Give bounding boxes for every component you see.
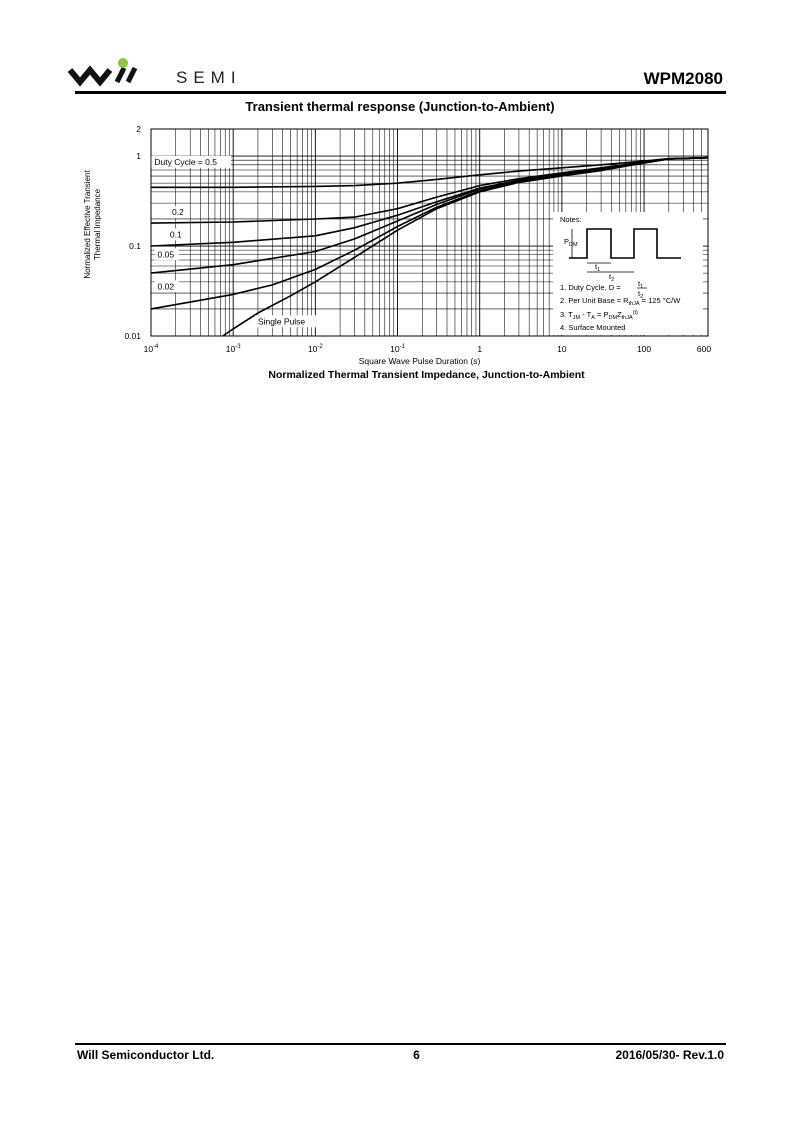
chart-curves (150, 156, 709, 337)
footer-company: Will Semiconductor Ltd. (77, 1048, 215, 1062)
note-2: 2. Per Unit Base = RthJA = 125 °C/W (560, 296, 681, 307)
company-logo: SEMI (66, 56, 256, 90)
series-curve-5 (222, 156, 709, 337)
y-axis-label-line-1: Normalized Effective Transient (83, 170, 92, 279)
y-tick-label: 0.1 (129, 241, 141, 251)
t1-label: t1 (595, 262, 600, 273)
part-number: WPM2080 (643, 69, 723, 88)
series-label: 0.2 (172, 207, 184, 217)
y-axis-label: Normalized Effective Transient Thermal I… (83, 170, 102, 279)
t2-label: t2 (609, 272, 614, 283)
series-label: 0.05 (158, 249, 175, 259)
header-rule (75, 91, 726, 94)
series-label-bg (166, 228, 187, 241)
note-4: 4. Surface Mounted (560, 323, 625, 332)
x-tick-label: 10-3 (226, 344, 241, 354)
series-curve-0 (151, 156, 709, 189)
figure-caption: Normalized Thermal Transient Impedance, … (268, 369, 585, 381)
series-label-bg (154, 248, 179, 261)
will-logo-mark (67, 58, 138, 87)
series-label-bg (154, 280, 179, 293)
notes-heading: Notes: (560, 215, 582, 224)
x-tick-label: 10 (557, 344, 567, 354)
plot-frame (150, 128, 709, 337)
y-tick-labels: 2 1 0.1 0.01 (124, 124, 141, 341)
x-tick-label: 10-2 (308, 344, 323, 354)
series-label: Duty Cycle = 0.5 (154, 157, 217, 167)
note-1-t1: t1 (638, 279, 643, 290)
x-tick-labels: 10-4 10-3 10-2 10-1 1 10 100 600 (144, 344, 712, 354)
y-tick-label: 0.01 (124, 331, 141, 341)
logo-wordmark: SEMI (176, 68, 242, 87)
y-axis-label-line-2: Thermal Impedance (93, 188, 102, 260)
footer-date-revision: 2016/05/30- Rev.1.0 (615, 1048, 724, 1062)
series-label-bg (254, 315, 317, 328)
series-labels: Duty Cycle = 0.5 0.2 0.1 0.05 0.02 Single Pul… (151, 155, 317, 328)
thermal-response-chart: 10-4 10-3 10-2 10-1 1 10 100 600 2 1 0.1 0.01 Duty… (83, 124, 712, 366)
x-tick-label: 10-1 (390, 344, 405, 354)
series-label-bg (168, 206, 189, 219)
series-label: Single Pulse (258, 316, 306, 326)
x-tick-label: 100 (637, 344, 651, 354)
footer-page-number: 6 (413, 1048, 420, 1062)
x-tick-label: 600 (697, 344, 711, 354)
notes-box: Notes: PDM t1 t2 1. Duty Cycle, D = t1 t… (553, 212, 703, 335)
series-label: 0.02 (158, 281, 175, 291)
x-axis-label: Square Wave Pulse Duration (s) (359, 356, 481, 366)
y-tick-label: 1 (136, 151, 141, 161)
series-label-bg (151, 155, 232, 168)
y-tick-label: 2 (136, 124, 141, 134)
x-tick-label: 10-4 (144, 344, 159, 354)
series-label: 0.1 (170, 229, 182, 239)
pulse-waveform-diagram (569, 228, 681, 259)
note-1: 1. Duty Cycle, D = (560, 283, 621, 292)
pdm-label: PDM (564, 237, 578, 248)
note-3: 3. TJM - TA = PDMZthJA(t) (560, 310, 638, 321)
section-title: Transient thermal response (Junction-to-… (245, 99, 555, 114)
note-1-t2: t2 (638, 289, 643, 300)
footer-rule (75, 1043, 726, 1045)
x-tick-label: 1 (477, 344, 482, 354)
